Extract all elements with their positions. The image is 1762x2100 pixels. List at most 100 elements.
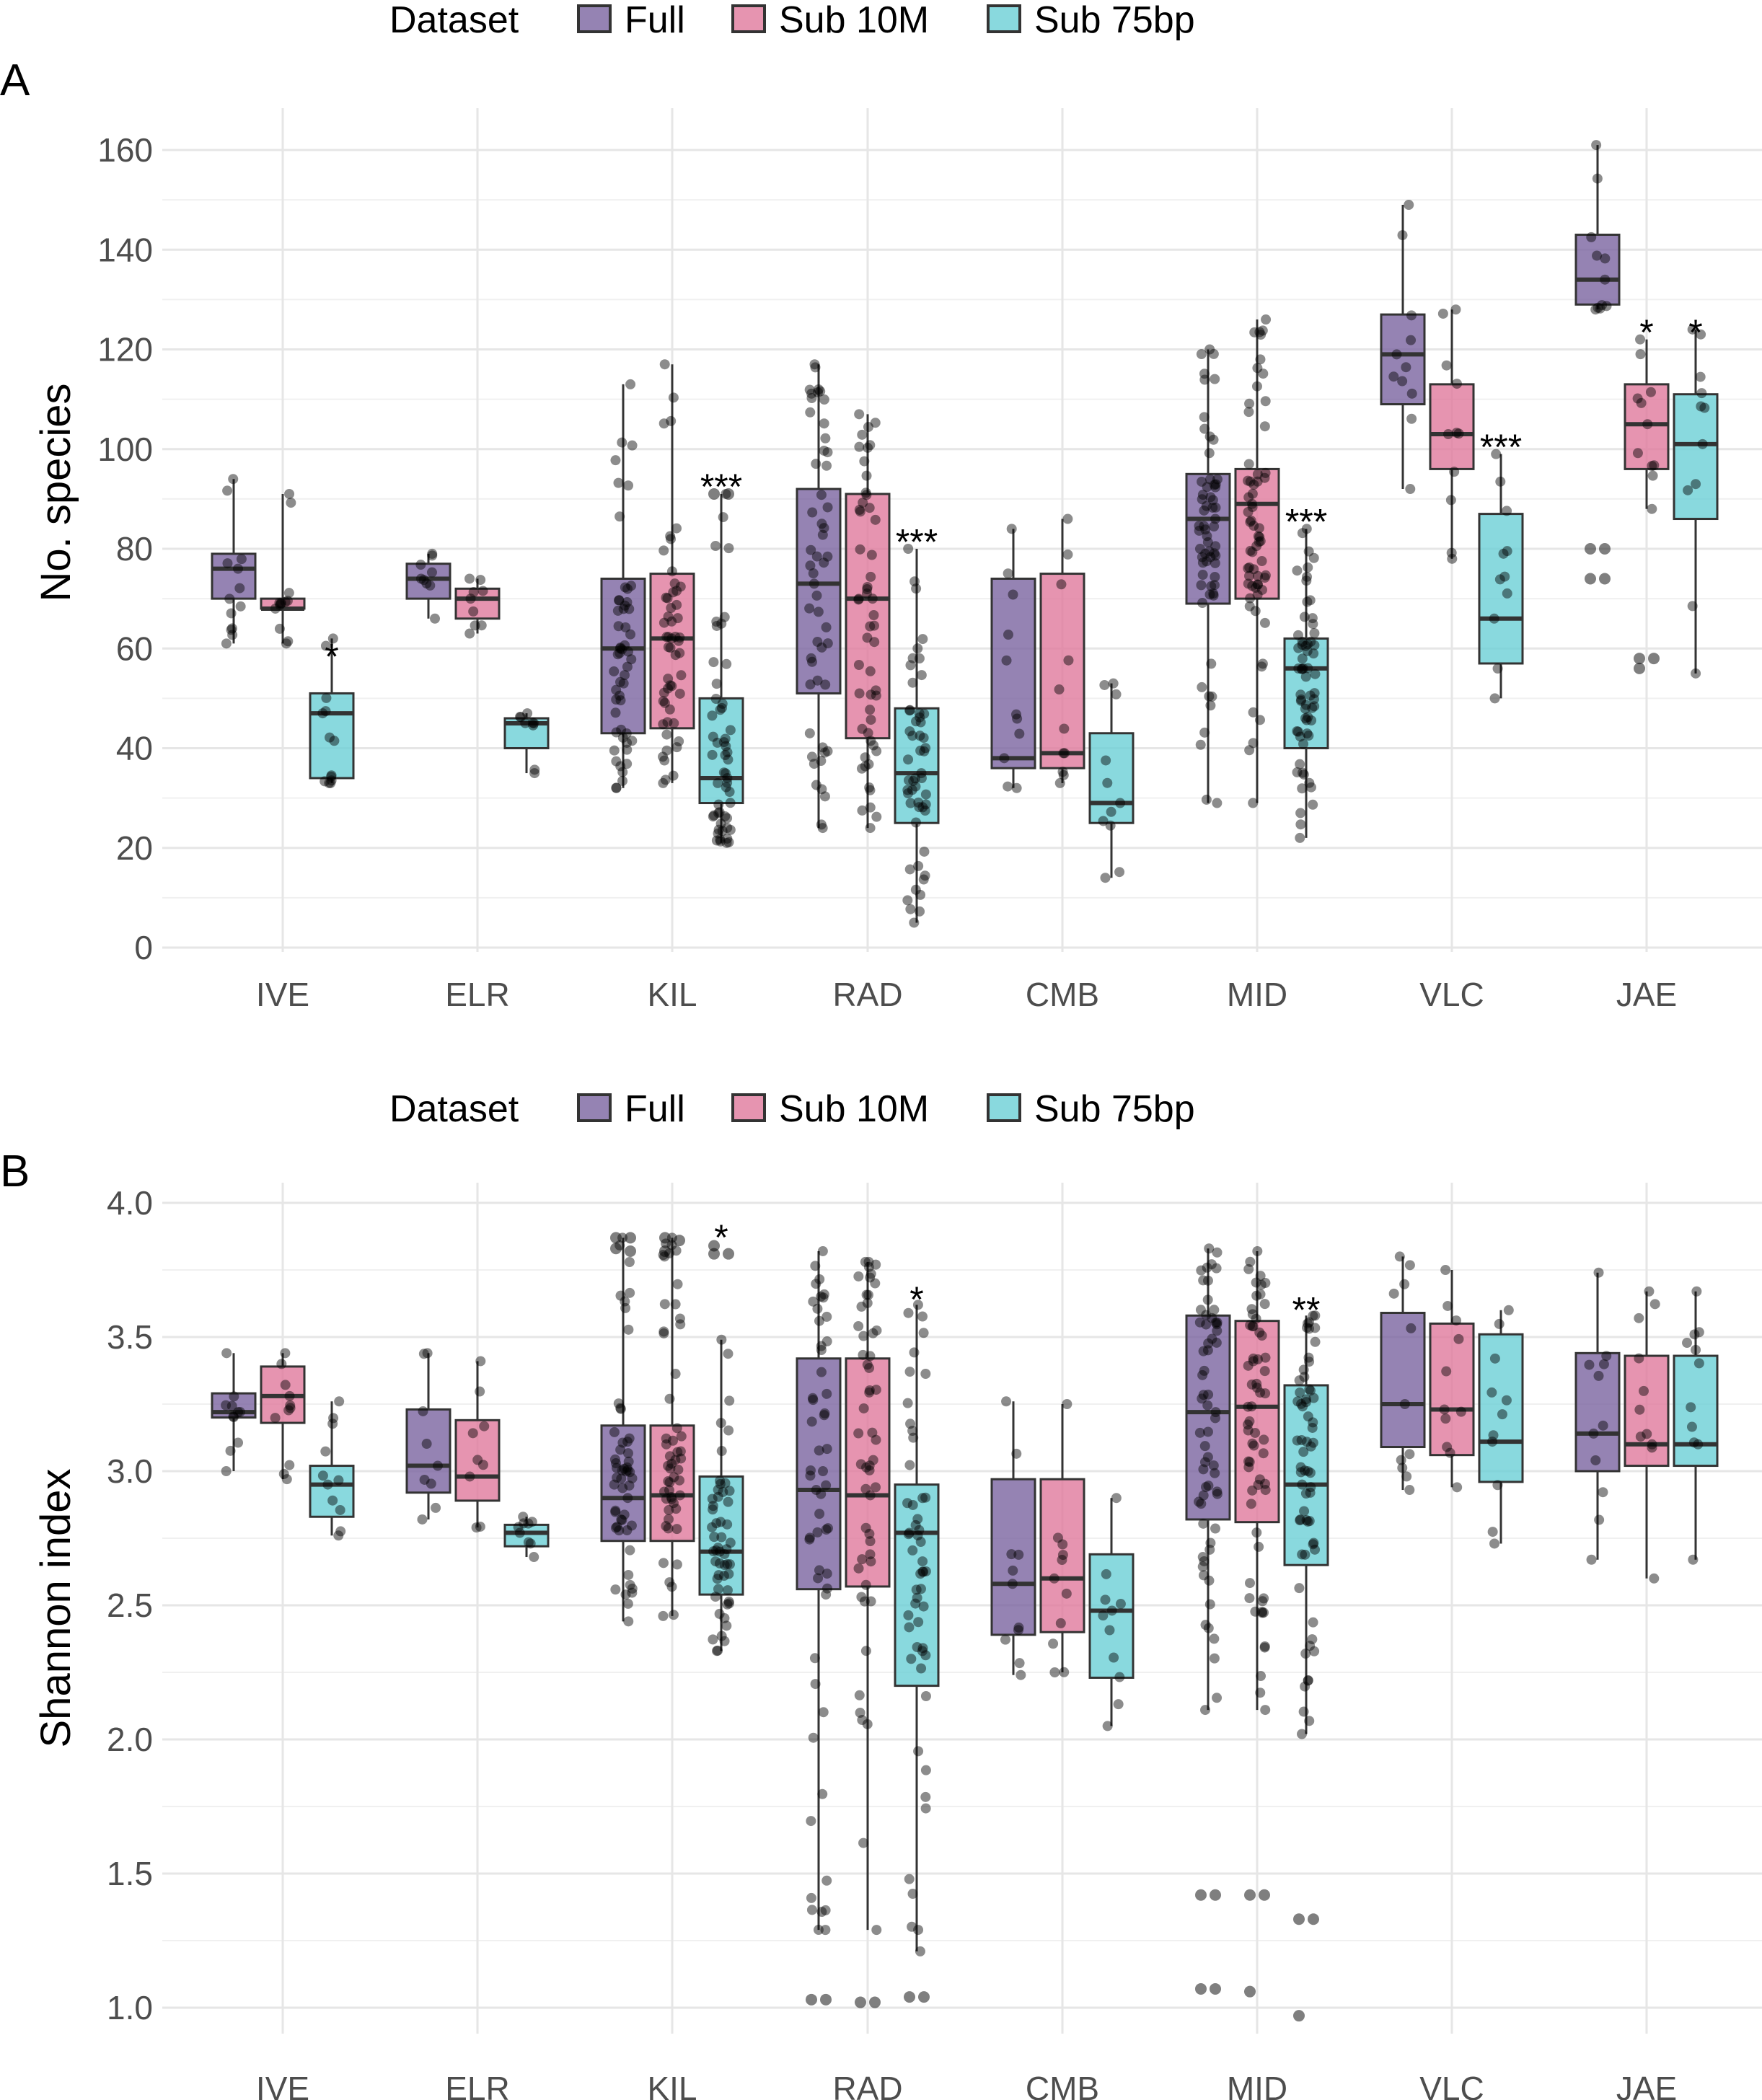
data-point <box>904 864 915 875</box>
data-point <box>1446 547 1457 558</box>
box-body <box>894 707 940 824</box>
outlier-point <box>1308 1913 1319 1925</box>
data-point <box>1207 1333 1217 1344</box>
data-point <box>1197 1561 1208 1572</box>
data-point <box>855 506 865 517</box>
data-point <box>609 1426 620 1437</box>
outlier-point <box>610 1243 622 1255</box>
box-rad-full <box>796 364 842 829</box>
data-point <box>1256 556 1267 567</box>
data-point <box>917 1643 928 1654</box>
data-point <box>615 1403 626 1413</box>
data-point <box>810 362 821 373</box>
legend-key-sub75bp <box>987 4 1021 33</box>
data-point <box>723 1425 734 1436</box>
data-point <box>282 596 293 606</box>
data-point <box>812 636 823 647</box>
data-point <box>270 603 281 614</box>
data-point <box>610 455 621 466</box>
data-point <box>1194 1427 1205 1438</box>
data-point <box>1695 371 1706 382</box>
data-point <box>1212 1325 1223 1336</box>
x-tick-label: JAE <box>1616 976 1677 1013</box>
data-point <box>915 1584 926 1594</box>
data-point <box>723 754 734 765</box>
data-point <box>465 594 476 604</box>
data-point <box>1247 1321 1258 1332</box>
data-point <box>819 1289 829 1300</box>
data-point <box>821 1444 832 1455</box>
data-point <box>1255 354 1266 365</box>
data-point <box>334 1396 345 1407</box>
data-point <box>907 1545 918 1556</box>
data-point <box>1682 1338 1693 1349</box>
data-point <box>1260 1278 1271 1289</box>
data-point <box>919 846 930 857</box>
data-point <box>622 1525 633 1536</box>
data-point <box>1048 1638 1059 1649</box>
data-point <box>418 1406 428 1416</box>
data-point <box>1295 1515 1305 1526</box>
data-point <box>1102 1721 1113 1731</box>
data-point <box>668 1498 679 1509</box>
outlier-point <box>1210 1889 1221 1901</box>
data-point <box>1495 476 1506 487</box>
data-point <box>723 837 734 847</box>
data-point <box>626 1520 637 1531</box>
box-vlc-full <box>1380 1256 1426 1491</box>
data-point <box>713 1584 723 1594</box>
data-point <box>722 1585 733 1596</box>
data-point <box>617 437 627 448</box>
data-point <box>722 777 733 788</box>
data-point <box>1303 1675 1313 1686</box>
data-point <box>1494 1318 1505 1329</box>
box-mid-sub10m <box>1234 1250 1280 1711</box>
data-point <box>1293 643 1304 653</box>
data-point <box>1303 1516 1313 1527</box>
data-point <box>1254 1541 1264 1552</box>
data-point <box>615 761 626 772</box>
data-point <box>1310 669 1321 679</box>
y-tick-label: 2.0 <box>107 1721 153 1758</box>
data-point <box>675 581 686 592</box>
data-point <box>913 797 924 808</box>
significance-marker: ** <box>1292 1290 1321 1331</box>
data-point <box>1248 480 1259 490</box>
data-point <box>1207 495 1218 506</box>
data-point <box>1115 1599 1126 1610</box>
data-point <box>1441 360 1452 371</box>
data-point <box>609 666 620 676</box>
data-point <box>1249 327 1260 338</box>
data-point <box>722 813 733 824</box>
data-point <box>1310 1310 1321 1321</box>
data-point <box>1295 1467 1306 1478</box>
data-point <box>1057 1555 1067 1566</box>
data-point <box>617 644 627 655</box>
box-ive-sub10m <box>260 1353 306 1480</box>
data-point <box>821 1480 832 1491</box>
data-point <box>821 1388 832 1399</box>
data-point <box>1451 379 1462 389</box>
data-point <box>1691 1344 1701 1355</box>
data-point <box>1308 1437 1318 1448</box>
data-point <box>1248 738 1259 749</box>
data-point <box>865 785 876 795</box>
data-point <box>624 1480 635 1491</box>
data-point <box>806 392 817 403</box>
data-point <box>674 1313 685 1324</box>
data-point <box>1200 1482 1211 1493</box>
data-point <box>1305 1385 1316 1396</box>
data-point <box>674 648 685 658</box>
data-point <box>1200 524 1211 535</box>
y-tick-label: 120 <box>97 331 153 369</box>
box-body <box>649 573 695 730</box>
data-point <box>819 445 829 456</box>
data-point <box>674 1475 685 1486</box>
data-point <box>666 566 677 577</box>
data-point <box>814 1565 824 1576</box>
data-point <box>421 1439 432 1450</box>
data-point <box>1257 1607 1268 1618</box>
data-point <box>1199 374 1210 385</box>
data-point <box>664 1451 675 1462</box>
data-point <box>1252 363 1263 374</box>
